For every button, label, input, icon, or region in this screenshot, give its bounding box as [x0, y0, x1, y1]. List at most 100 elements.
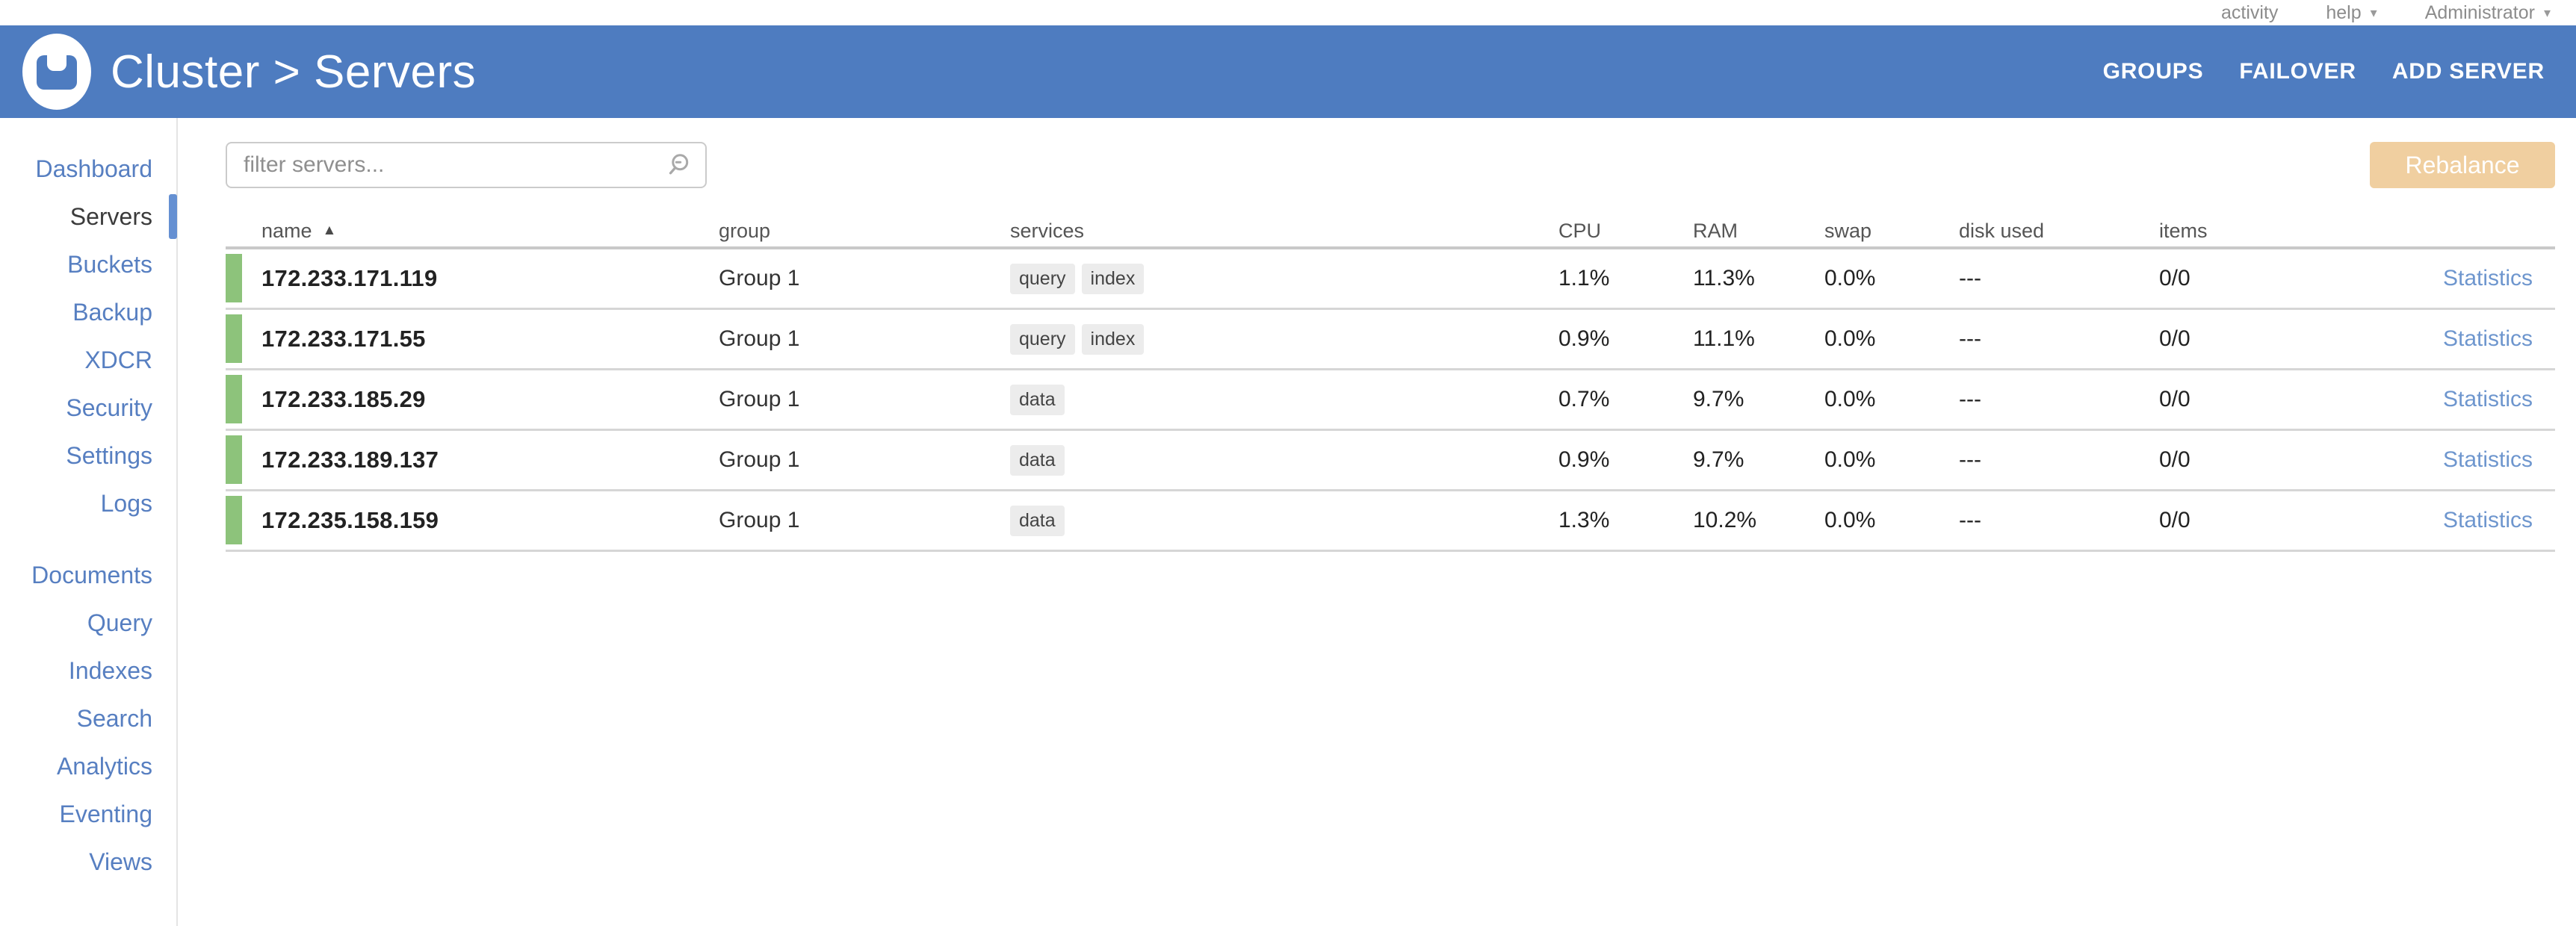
page-title: Cluster > Servers — [111, 46, 477, 98]
sidebar-item-query[interactable]: Query — [87, 609, 152, 636]
sidebar-item-indexes[interactable]: Indexes — [68, 657, 152, 684]
server-name: 172.235.158.159 — [261, 507, 439, 533]
column-header-group: group — [719, 219, 771, 242]
service-tag: data — [1010, 384, 1065, 415]
table-row[interactable]: 172.233.171.55 Group 1 query index 0.9% … — [226, 310, 2555, 370]
chevron-down-icon: ▾ — [2543, 5, 2551, 20]
statistics-link[interactable]: Statistics — [2442, 508, 2533, 532]
sidebar-item-xdcr[interactable]: XDCR — [84, 347, 152, 373]
sidebar-item-backup[interactable]: Backup — [72, 299, 152, 326]
server-items: 0/0 — [2159, 326, 2190, 351]
help-label: help — [2326, 1, 2362, 23]
table-row[interactable]: 172.235.158.159 Group 1 data 1.3% 10.2% … — [226, 491, 2555, 552]
server-status-healthy-bar — [226, 314, 242, 363]
chevron-down-icon: ▾ — [2370, 5, 2377, 20]
server-ram: 9.7% — [1693, 387, 1744, 411]
column-header-name[interactable]: name ▲ — [226, 220, 719, 243]
server-name: 172.233.171.55 — [261, 326, 426, 352]
statistics-link[interactable]: Statistics — [2442, 326, 2533, 351]
rebalance-button[interactable]: Rebalance — [2370, 142, 2555, 188]
filter-servers-box — [226, 142, 707, 188]
server-disk-used: --- — [1959, 508, 1981, 532]
server-items: 0/0 — [2159, 447, 2190, 472]
sidebar-secondary-nav: Documents Query Indexes Search Analytics… — [0, 551, 176, 886]
statistics-link[interactable]: Statistics — [2442, 387, 2533, 411]
server-items: 0/0 — [2159, 387, 2190, 411]
sidebar-item-search[interactable]: Search — [76, 705, 152, 732]
sidebar-item-eventing[interactable]: Eventing — [59, 801, 152, 827]
server-items: 0/0 — [2159, 266, 2190, 290]
server-ram: 11.1% — [1693, 326, 1755, 351]
add-server-button[interactable]: ADD SERVER — [2391, 59, 2545, 84]
server-name: 172.233.189.137 — [261, 447, 439, 473]
sidebar-item-buckets[interactable]: Buckets — [67, 251, 152, 278]
server-status-healthy-bar — [226, 254, 242, 302]
server-actions: Statistics — [2370, 508, 2555, 533]
user-label: Administrator — [2424, 1, 2535, 23]
server-disk-used: --- — [1959, 447, 1981, 472]
table-row[interactable]: 172.233.189.137 Group 1 data 0.9% 9.7% 0… — [226, 431, 2555, 491]
sidebar-item-views[interactable]: Views — [89, 848, 152, 875]
server-actions: Statistics — [2370, 447, 2555, 473]
sidebar-item-dashboard[interactable]: Dashboard — [35, 155, 152, 182]
groups-button[interactable]: GROUPS — [2102, 59, 2204, 84]
service-tag: query — [1010, 323, 1075, 355]
server-disk-used: --- — [1959, 387, 1981, 411]
table-row[interactable]: 172.233.185.29 Group 1 data 0.7% 9.7% 0.… — [226, 370, 2555, 431]
server-services: data — [1010, 505, 1558, 536]
active-item-indicator — [169, 194, 177, 239]
server-group: Group 1 — [719, 326, 800, 351]
search-icon — [669, 154, 689, 175]
server-items: 0/0 — [2159, 508, 2190, 532]
statistics-link[interactable]: Statistics — [2442, 266, 2533, 290]
server-actions: Statistics — [2370, 266, 2555, 291]
activity-label: activity — [2220, 1, 2279, 23]
user-menu[interactable]: Administrator ▾ — [2424, 1, 2551, 23]
server-disk-used: --- — [1959, 266, 1981, 290]
sidebar-primary-nav: Dashboard Servers Buckets Backup XDCR Se… — [0, 145, 177, 527]
sidebar-item-servers[interactable]: Servers — [0, 193, 177, 240]
server-actions: Statistics — [2370, 387, 2555, 412]
column-header-services: services — [1010, 219, 1085, 242]
main-layout: Dashboard Servers Buckets Backup XDCR Se… — [0, 118, 2576, 926]
sidebar-item-documents[interactable]: Documents — [31, 562, 152, 588]
sidebar-item-settings[interactable]: Settings — [66, 442, 152, 469]
server-services: data — [1010, 444, 1558, 476]
server-actions: Statistics — [2370, 326, 2555, 352]
server-group: Group 1 — [719, 508, 800, 532]
server-name: 172.233.185.29 — [261, 386, 426, 412]
server-name: 172.233.171.119 — [261, 265, 438, 291]
server-status-healthy-bar — [226, 435, 242, 484]
server-services: data — [1010, 384, 1558, 415]
app-header: Cluster > Servers GROUPS FAILOVER ADD SE… — [0, 25, 2576, 118]
sidebar-item-analytics[interactable]: Analytics — [56, 753, 152, 780]
server-swap: 0.0% — [1824, 447, 1876, 472]
statistics-link[interactable]: Statistics — [2442, 447, 2533, 472]
activity-link[interactable]: activity — [2220, 1, 2279, 23]
failover-button[interactable]: FAILOVER — [2239, 59, 2356, 84]
header-actions: GROUPS FAILOVER ADD SERVER — [2103, 59, 2545, 84]
service-tag: index — [1081, 263, 1145, 294]
server-ram: 9.7% — [1693, 447, 1744, 472]
server-swap: 0.0% — [1824, 266, 1876, 290]
table-header-row: name ▲ group services CPU RAM swap disk … — [226, 215, 2555, 249]
servers-toolbar: Rebalance — [226, 142, 2555, 188]
name-header-label: name — [261, 219, 312, 242]
sidebar-item-label: Servers — [69, 203, 152, 230]
filter-servers-input[interactable] — [244, 152, 665, 178]
sidebar-item-logs[interactable]: Logs — [100, 490, 152, 517]
column-header-items: items — [2159, 219, 2208, 242]
sidebar-item-security[interactable]: Security — [66, 394, 152, 421]
server-cpu: 0.9% — [1558, 447, 1610, 472]
table-row[interactable]: 172.233.171.119 Group 1 query index 1.1%… — [226, 249, 2555, 310]
help-menu[interactable]: help ▾ — [2326, 1, 2377, 23]
server-swap: 0.0% — [1824, 508, 1876, 532]
server-services: query index — [1010, 323, 1558, 355]
column-header-swap: swap — [1824, 219, 1872, 242]
server-group: Group 1 — [719, 387, 800, 411]
sort-ascending-icon: ▲ — [322, 223, 337, 238]
servers-table: name ▲ group services CPU RAM swap disk … — [226, 215, 2555, 552]
service-tag: data — [1010, 505, 1065, 536]
server-cpu: 1.1% — [1558, 266, 1610, 290]
